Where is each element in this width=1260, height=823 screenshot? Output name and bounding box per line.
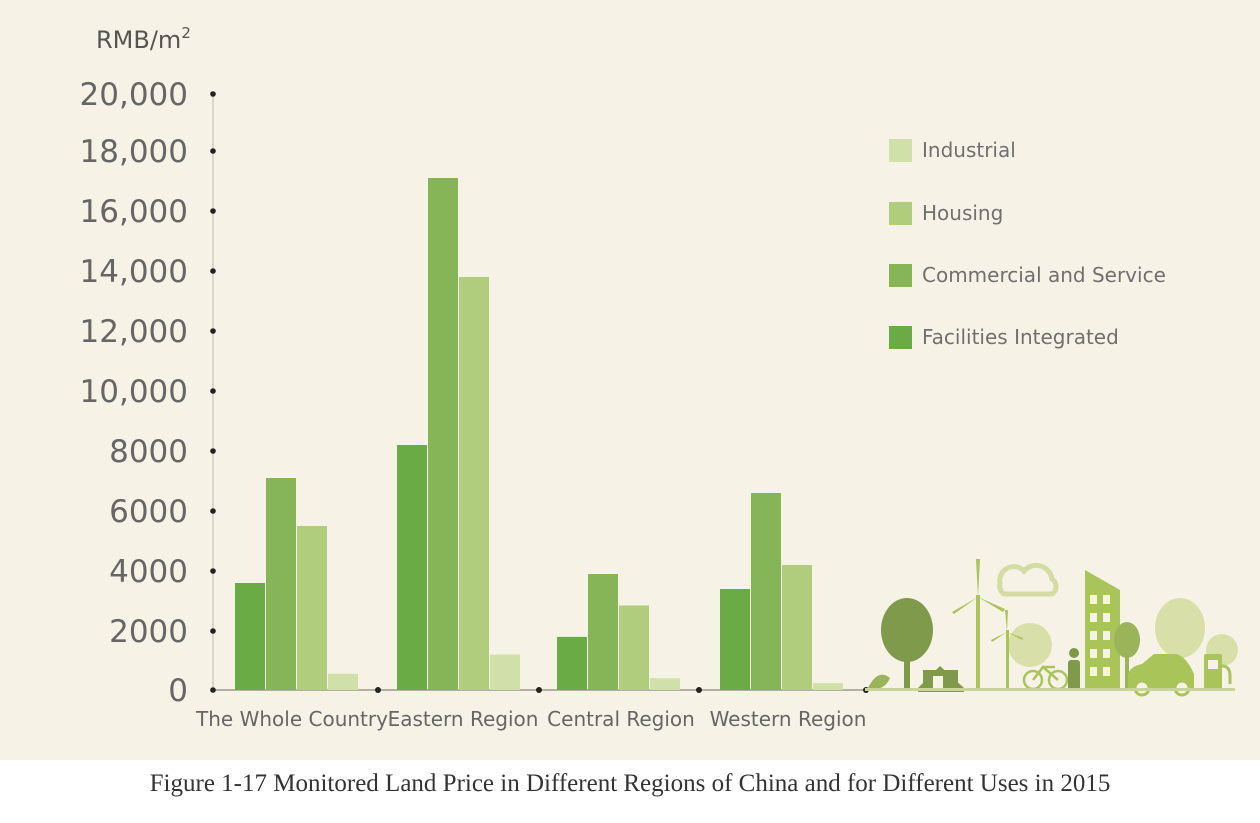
y-tick-label: 20,000	[80, 77, 188, 113]
y-tick-dot	[210, 328, 216, 334]
bars	[235, 178, 843, 690]
y-tick-label: 12,000	[80, 314, 188, 350]
y-tick-label: 14,000	[80, 254, 188, 290]
category-labels: The Whole Country Eastern Region Central R…	[195, 707, 866, 731]
legend-swatch	[889, 326, 912, 349]
svg-text:RMB/m2: RMB/m2	[96, 24, 191, 54]
y-tick-dot	[210, 268, 216, 274]
y-tick-dot	[210, 508, 216, 514]
y-tick-dot	[210, 628, 216, 634]
axes: 0 2000 4000 6000 8000 10,000 12,000 14,000 16,00…	[80, 77, 869, 709]
y-tick-dot	[210, 388, 216, 394]
legend-swatch	[889, 264, 912, 287]
green-city-illustration	[865, 559, 1238, 697]
bar	[813, 683, 843, 690]
y-axis-unit: RMB/m2	[96, 24, 191, 54]
y-tick-dot	[210, 148, 216, 154]
y-tick-label: 8000	[109, 434, 188, 470]
bar	[490, 654, 520, 690]
x-category-label: Western Region	[710, 707, 867, 731]
legend-swatch	[889, 202, 912, 225]
bar	[428, 178, 458, 690]
chart-panel: RMB/m2 0 2000 4000 6000 8000 10,000 12,000 14,0…	[0, 0, 1260, 760]
bar	[235, 583, 265, 690]
y-tick-label: 18,000	[80, 134, 188, 170]
y-tick-label: 16,000	[80, 194, 188, 230]
figure-caption: Figure 1-17 Monitored Land Price in Diff…	[149, 770, 1111, 797]
legend-label: Industrial	[922, 138, 1016, 162]
bar	[751, 493, 781, 690]
bar	[619, 605, 649, 690]
x-separator-dot	[375, 687, 381, 693]
bar	[297, 526, 327, 690]
legend-label: Commercial and Service	[922, 263, 1166, 287]
legend-label: Facilities Integrated	[922, 325, 1119, 349]
x-separator-dot	[696, 687, 702, 693]
unit-text: RMB/m	[96, 26, 181, 54]
x-category-label: Central Region	[547, 707, 695, 731]
y-tick-dot	[210, 448, 216, 454]
y-tick-dot	[210, 687, 216, 693]
bar	[782, 565, 812, 690]
x-category-label: Eastern Region	[388, 707, 539, 731]
y-tick-label: 6000	[109, 494, 188, 530]
bar-chart: RMB/m2 0 2000 4000 6000 8000 10,000 12,000 14,0…	[80, 24, 1238, 731]
bar	[720, 589, 750, 690]
legend-label: Housing	[922, 201, 1003, 225]
bar	[588, 574, 618, 690]
bar	[266, 478, 296, 690]
y-tick-label: 2000	[109, 614, 188, 650]
y-tick-label: 0	[168, 673, 188, 709]
y-tick-dot	[210, 568, 216, 574]
y-tick-label: 4000	[109, 554, 188, 590]
legend: Industrial Housing Commercial and Service F…	[889, 138, 1166, 349]
y-tick-label: 10,000	[80, 374, 188, 410]
y-tick-dot	[210, 91, 216, 97]
x-separator-dot	[536, 687, 542, 693]
x-category-label: The Whole Country	[195, 707, 388, 731]
bar	[650, 678, 680, 690]
y-tick-dot	[210, 208, 216, 214]
bar	[328, 673, 358, 690]
bar	[459, 277, 489, 690]
unit-superscript: 2	[181, 24, 191, 42]
bar	[557, 636, 587, 690]
bar	[397, 445, 427, 690]
legend-swatch	[889, 139, 912, 162]
